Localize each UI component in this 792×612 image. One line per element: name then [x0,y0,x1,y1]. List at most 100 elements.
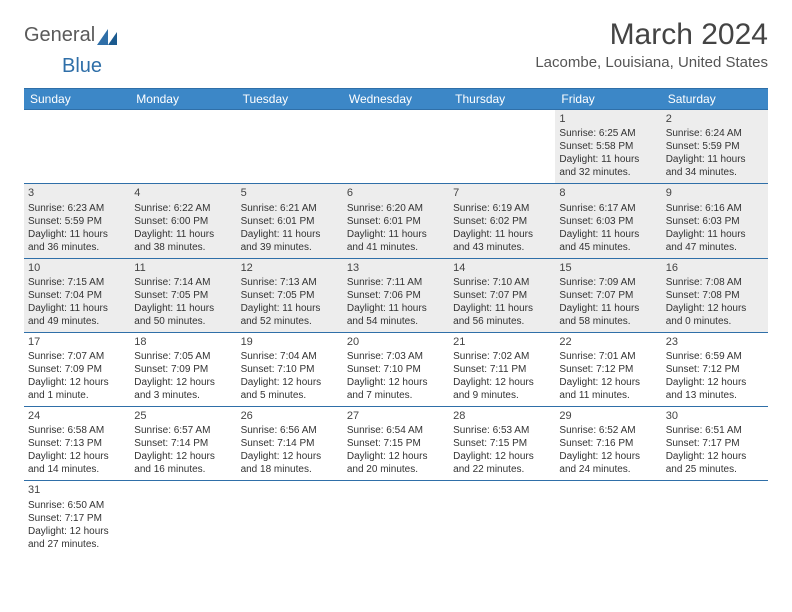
day-cell: 13Sunrise: 7:11 AMSunset: 7:06 PMDayligh… [343,258,449,332]
weekday-header-row: Sunday Monday Tuesday Wednesday Thursday… [24,89,768,109]
day-dayl2: and 9 minutes. [453,389,551,402]
day-number: 27 [347,409,445,423]
day-dayl1: Daylight: 12 hours [347,376,445,389]
day-sunrise: Sunrise: 6:16 AM [666,202,764,215]
day-cell: 27Sunrise: 6:54 AMSunset: 7:15 PMDayligh… [343,406,449,480]
day-dayl2: and 36 minutes. [28,241,126,254]
day-sunset: Sunset: 7:15 PM [453,437,551,450]
day-dayl1: Daylight: 12 hours [28,376,126,389]
day-sunrise: Sunrise: 7:05 AM [134,350,232,363]
day-dayl1: Daylight: 11 hours [241,228,339,241]
day-number: 24 [28,409,126,423]
day-dayl1: Daylight: 12 hours [347,450,445,463]
day-empty [449,480,555,554]
day-dayl2: and 34 minutes. [666,166,764,179]
day-number: 19 [241,335,339,349]
day-dayl1: Daylight: 11 hours [453,228,551,241]
day-sunrise: Sunrise: 7:11 AM [347,276,445,289]
day-sunrise: Sunrise: 6:25 AM [559,127,657,140]
day-empty [237,480,343,554]
day-cell: 20Sunrise: 7:03 AMSunset: 7:10 PMDayligh… [343,332,449,406]
day-dayl1: Daylight: 11 hours [134,302,232,315]
day-dayl2: and 11 minutes. [559,389,657,402]
day-sunset: Sunset: 6:00 PM [134,215,232,228]
day-cell: 9Sunrise: 6:16 AMSunset: 6:03 PMDaylight… [662,183,768,257]
day-cell: 12Sunrise: 7:13 AMSunset: 7:05 PMDayligh… [237,258,343,332]
day-dayl1: Daylight: 11 hours [347,302,445,315]
day-dayl2: and 54 minutes. [347,315,445,328]
day-sunrise: Sunrise: 7:03 AM [347,350,445,363]
day-sunset: Sunset: 5:59 PM [28,215,126,228]
day-cell: 1Sunrise: 6:25 AMSunset: 5:58 PMDaylight… [555,109,661,183]
day-sunset: Sunset: 5:59 PM [666,140,764,153]
day-sunrise: Sunrise: 7:13 AM [241,276,339,289]
day-sunset: Sunset: 7:07 PM [453,289,551,302]
day-sunrise: Sunrise: 7:07 AM [28,350,126,363]
day-number: 11 [134,261,232,275]
weekday-header: Thursday [449,89,555,109]
day-cell: 5Sunrise: 6:21 AMSunset: 6:01 PMDaylight… [237,183,343,257]
day-dayl2: and 16 minutes. [134,463,232,476]
day-dayl2: and 43 minutes. [453,241,551,254]
day-sunset: Sunset: 5:58 PM [559,140,657,153]
title-block: March 2024 Lacombe, Louisiana, United St… [535,18,768,71]
day-sunset: Sunset: 7:08 PM [666,289,764,302]
logo-text-general: General [24,24,95,47]
day-sunrise: Sunrise: 6:23 AM [28,202,126,215]
day-number: 2 [666,112,764,126]
day-dayl2: and 56 minutes. [453,315,551,328]
day-cell: 31Sunrise: 6:50 AMSunset: 7:17 PMDayligh… [24,480,130,554]
week-row: 1Sunrise: 6:25 AMSunset: 5:58 PMDaylight… [24,109,768,183]
day-dayl1: Daylight: 12 hours [241,376,339,389]
day-dayl1: Daylight: 12 hours [28,525,126,538]
day-empty [130,109,236,183]
day-dayl2: and 7 minutes. [347,389,445,402]
day-sunrise: Sunrise: 6:21 AM [241,202,339,215]
day-cell: 24Sunrise: 6:58 AMSunset: 7:13 PMDayligh… [24,406,130,480]
day-sunrise: Sunrise: 7:15 AM [28,276,126,289]
day-cell: 2Sunrise: 6:24 AMSunset: 5:59 PMDaylight… [662,109,768,183]
day-number: 31 [28,483,126,497]
day-sunrise: Sunrise: 6:20 AM [347,202,445,215]
day-empty [555,480,661,554]
day-sunrise: Sunrise: 6:19 AM [453,202,551,215]
day-sunset: Sunset: 7:16 PM [559,437,657,450]
day-dayl1: Daylight: 11 hours [559,153,657,166]
weeks-container: 1Sunrise: 6:25 AMSunset: 5:58 PMDaylight… [24,109,768,555]
logo: General [24,18,119,47]
day-dayl2: and 25 minutes. [666,463,764,476]
weekday-header: Friday [555,89,661,109]
day-sunset: Sunset: 7:06 PM [347,289,445,302]
day-sunset: Sunset: 7:14 PM [241,437,339,450]
day-number: 28 [453,409,551,423]
day-sunset: Sunset: 7:15 PM [347,437,445,450]
day-dayl2: and 0 minutes. [666,315,764,328]
day-cell: 18Sunrise: 7:05 AMSunset: 7:09 PMDayligh… [130,332,236,406]
weekday-header: Monday [130,89,236,109]
day-cell: 21Sunrise: 7:02 AMSunset: 7:11 PMDayligh… [449,332,555,406]
day-dayl2: and 50 minutes. [134,315,232,328]
day-number: 13 [347,261,445,275]
day-dayl1: Daylight: 11 hours [28,302,126,315]
day-dayl2: and 1 minute. [28,389,126,402]
day-sunrise: Sunrise: 7:09 AM [559,276,657,289]
day-number: 22 [559,335,657,349]
month-title: March 2024 [535,18,768,52]
day-cell: 15Sunrise: 7:09 AMSunset: 7:07 PMDayligh… [555,258,661,332]
day-sunset: Sunset: 7:10 PM [241,363,339,376]
day-sunset: Sunset: 7:10 PM [347,363,445,376]
day-dayl1: Daylight: 11 hours [134,228,232,241]
day-cell: 16Sunrise: 7:08 AMSunset: 7:08 PMDayligh… [662,258,768,332]
day-dayl1: Daylight: 11 hours [666,153,764,166]
day-number: 26 [241,409,339,423]
day-number: 10 [28,261,126,275]
week-row: 24Sunrise: 6:58 AMSunset: 7:13 PMDayligh… [24,406,768,480]
day-dayl2: and 22 minutes. [453,463,551,476]
day-sunrise: Sunrise: 7:14 AM [134,276,232,289]
day-sunrise: Sunrise: 6:50 AM [28,499,126,512]
day-cell: 23Sunrise: 6:59 AMSunset: 7:12 PMDayligh… [662,332,768,406]
day-number: 15 [559,261,657,275]
day-sunset: Sunset: 7:13 PM [28,437,126,450]
day-sunrise: Sunrise: 6:24 AM [666,127,764,140]
day-sunset: Sunset: 7:09 PM [28,363,126,376]
